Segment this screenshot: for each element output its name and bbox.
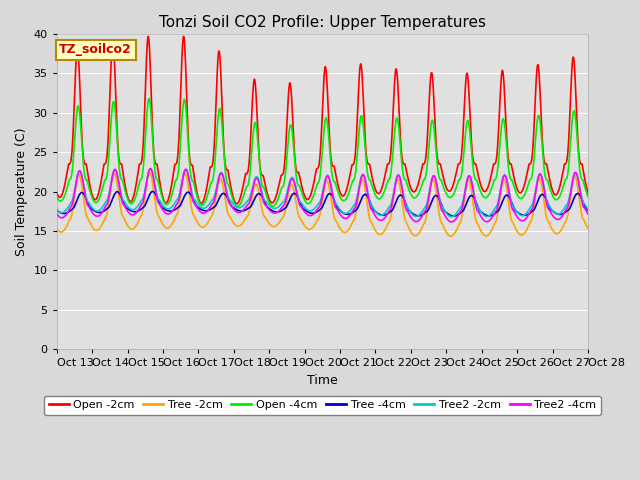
Legend: Open -2cm, Tree -2cm, Open -4cm, Tree -4cm, Tree2 -2cm, Tree2 -4cm: Open -2cm, Tree -2cm, Open -4cm, Tree -4… (44, 396, 600, 415)
Y-axis label: Soil Temperature (C): Soil Temperature (C) (15, 127, 28, 256)
X-axis label: Time: Time (307, 374, 338, 387)
Text: TZ_soilco2: TZ_soilco2 (60, 43, 132, 57)
Title: Tonzi Soil CO2 Profile: Upper Temperatures: Tonzi Soil CO2 Profile: Upper Temperatur… (159, 15, 486, 30)
